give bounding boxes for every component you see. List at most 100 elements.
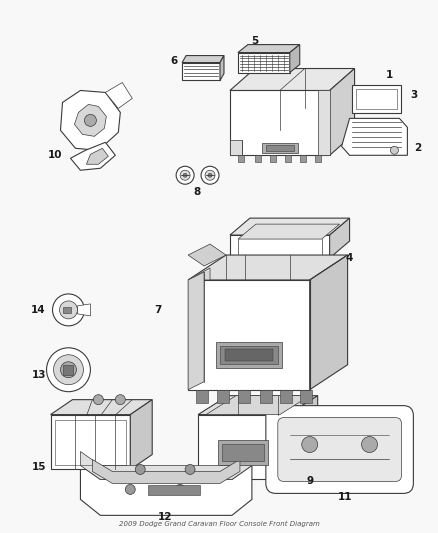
Circle shape [185,464,195,474]
Text: 5: 5 [251,36,258,46]
Polygon shape [196,390,208,402]
Polygon shape [220,55,224,80]
Polygon shape [285,155,291,162]
Polygon shape [64,307,71,313]
Circle shape [201,166,219,184]
Polygon shape [78,304,90,316]
Text: 10: 10 [48,150,63,160]
Circle shape [180,170,190,180]
Polygon shape [50,415,130,470]
Circle shape [205,170,215,180]
Polygon shape [342,118,407,155]
Polygon shape [106,83,132,108]
Circle shape [175,484,185,495]
Polygon shape [238,224,339,239]
Polygon shape [188,244,226,266]
Text: 1: 1 [386,70,393,80]
Text: 11: 11 [337,492,352,503]
Polygon shape [260,390,272,402]
Circle shape [135,464,145,474]
Polygon shape [318,91,330,155]
Polygon shape [148,486,200,495]
Polygon shape [92,459,240,483]
Polygon shape [64,365,74,375]
Circle shape [183,173,187,177]
Circle shape [115,394,125,405]
Polygon shape [86,148,108,164]
Circle shape [53,294,85,326]
Polygon shape [314,155,321,162]
Circle shape [176,166,194,184]
Circle shape [60,362,77,378]
Circle shape [93,394,103,405]
Text: 12: 12 [158,512,173,522]
Polygon shape [188,255,348,280]
Polygon shape [230,218,350,235]
Polygon shape [216,342,282,368]
FancyBboxPatch shape [278,417,401,481]
Polygon shape [290,45,300,72]
Polygon shape [230,91,330,155]
Circle shape [361,437,378,453]
Polygon shape [60,91,120,150]
Polygon shape [255,155,261,162]
Polygon shape [217,390,229,402]
Polygon shape [71,142,115,170]
FancyBboxPatch shape [266,406,413,494]
Polygon shape [198,395,318,415]
Polygon shape [280,390,292,402]
Text: 7: 7 [155,305,162,315]
Polygon shape [188,268,210,280]
Polygon shape [262,143,298,154]
Polygon shape [230,140,242,155]
Text: 6: 6 [170,55,178,66]
Polygon shape [74,104,106,136]
Circle shape [60,301,78,319]
Polygon shape [238,390,250,402]
Text: 2: 2 [414,143,421,154]
Polygon shape [230,69,355,91]
Text: 13: 13 [32,370,46,379]
Polygon shape [300,155,306,162]
Polygon shape [238,155,244,162]
Text: 3: 3 [411,91,418,100]
Text: 15: 15 [32,463,46,472]
Circle shape [53,355,83,385]
Polygon shape [218,440,268,465]
Text: 2009 Dodge Grand Caravan Floor Console Front Diagram: 2009 Dodge Grand Caravan Floor Console F… [119,521,319,527]
Polygon shape [352,85,401,114]
Circle shape [46,348,90,392]
Circle shape [85,115,96,126]
Polygon shape [220,346,278,364]
Polygon shape [222,443,264,462]
Circle shape [125,484,135,495]
Polygon shape [182,55,224,62]
Text: 14: 14 [31,305,46,315]
Polygon shape [266,146,294,151]
Polygon shape [330,218,350,258]
Polygon shape [50,400,152,415]
Circle shape [390,147,399,154]
Text: 9: 9 [306,477,313,487]
Polygon shape [206,395,310,415]
Polygon shape [188,272,204,390]
Polygon shape [81,451,252,480]
Polygon shape [130,400,152,470]
Polygon shape [270,155,276,162]
Polygon shape [188,280,310,390]
Polygon shape [182,62,220,80]
Polygon shape [198,415,288,480]
Polygon shape [330,69,355,155]
Polygon shape [300,390,312,402]
Polygon shape [230,235,330,258]
Text: 4: 4 [346,253,353,263]
Text: 8: 8 [194,187,201,197]
Polygon shape [310,255,348,390]
Circle shape [208,173,212,177]
Polygon shape [81,465,252,515]
Polygon shape [288,395,318,480]
Polygon shape [238,53,290,72]
Polygon shape [225,349,273,361]
Circle shape [302,437,318,453]
Polygon shape [238,45,300,53]
